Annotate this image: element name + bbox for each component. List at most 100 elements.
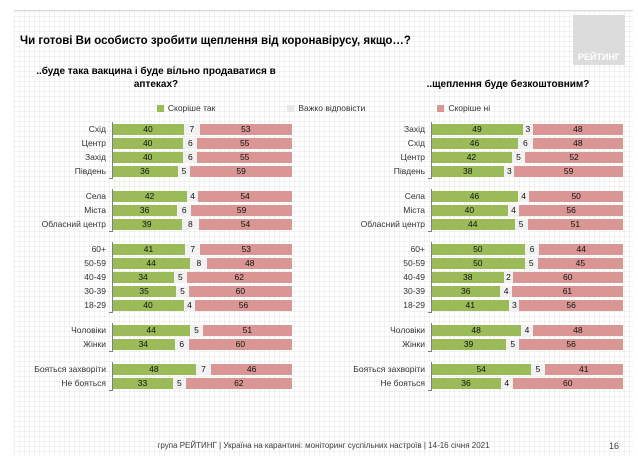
bar-group: Бояться захворіти 48 7 46 Не бояться 33 5 62 [20, 362, 292, 391]
segment-hard-to-say: 4 [501, 378, 513, 389]
segment-yes: 34 [112, 339, 175, 350]
bar-row: Бояться захворіти 48 7 46 [20, 364, 292, 375]
segment-hard-to-say: 2 [504, 272, 513, 283]
segment-yes: 36 [112, 166, 178, 177]
segment-no: 53 [200, 244, 292, 255]
row-label: Захід [85, 152, 106, 162]
row-label: Чоловіки [71, 325, 106, 335]
segment-no: 52 [525, 152, 623, 163]
row-label: 50-59 [84, 258, 106, 268]
bar-track: 38 3 59 [431, 166, 623, 177]
segment-yes: 38 [431, 272, 505, 283]
segment-hard-to-say: 4 [500, 286, 512, 297]
segment-yes: 40 [112, 124, 184, 135]
bar-row: 30-39 35 5 60 [20, 286, 292, 297]
segment-yes: 49 [431, 124, 523, 135]
segment-yes: 54 [431, 364, 532, 375]
segment-hard-to-say: 4 [507, 205, 520, 216]
charts-row: Схід 40 7 53 Центр 40 6 55 Захід 40 6 55 Південь 36 5 5… [14, 122, 633, 403]
segment-yes: 46 [431, 138, 518, 149]
segment-yes: 41 [112, 244, 185, 255]
segment-yes: 40 [112, 152, 184, 163]
segment-yes: 34 [112, 272, 175, 283]
bar-group: Бояться захворіти 54 5 41 Не бояться 36 4 60 [323, 362, 623, 391]
segment-no: 53 [199, 124, 292, 135]
segment-no: 48 [532, 138, 623, 149]
bar-track: 41 7 53 [112, 244, 292, 255]
segment-yes: 50 [431, 244, 525, 255]
page-title: Чи готові Ви особисто зробити щеплення в… [20, 35, 411, 47]
bar-row: Жінки 39 5 56 [323, 339, 623, 350]
segment-yes: 39 [431, 339, 507, 350]
bar-row: 50-59 44 8 48 [20, 258, 292, 269]
segment-hard-to-say: 6 [524, 244, 540, 255]
segment-no: 55 [197, 152, 292, 163]
row-label: Села [85, 191, 106, 201]
bar-track: 44 5 51 [112, 325, 292, 336]
segment-yes: 40 [431, 205, 508, 216]
segment-hard-to-say: 5 [514, 219, 528, 230]
segment-no: 48 [207, 258, 292, 269]
bar-group: Чоловіки 44 5 51 Жінки 34 6 60 [20, 323, 292, 352]
segment-hard-to-say: 6 [183, 152, 198, 163]
bar-row: Не бояться 36 4 60 [323, 378, 623, 389]
bar-track: 38 2 60 [431, 272, 623, 283]
bar-track: 46 4 50 [431, 191, 624, 202]
segment-hard-to-say: 6 [517, 138, 533, 149]
bar-row: Міста 36 6 59 [20, 205, 292, 216]
bar-group: 60+ 50 6 44 50-59 50 5 45 40-49 38 2 60 30-39 36 4 61 18… [323, 242, 624, 313]
bar-track: 48 7 46 [112, 364, 292, 375]
segment-no: 51 [202, 325, 292, 336]
segment-no: 46 [211, 364, 292, 375]
segment-no: 56 [519, 300, 623, 311]
bar-row: 40-49 38 2 60 [323, 272, 623, 283]
segment-no: 62 [186, 272, 292, 283]
row-label: 30-39 [403, 286, 425, 296]
row-label: Бояться захворіти [353, 364, 425, 374]
bar-row: Обласний центр 39 8 54 [20, 219, 292, 230]
segment-no: 56 [519, 205, 623, 216]
bar-track: 44 8 48 [112, 258, 292, 269]
segment-yes: 44 [112, 325, 191, 336]
segment-yes: 42 [112, 191, 188, 202]
segment-hard-to-say: 8 [181, 219, 199, 230]
segment-no: 48 [532, 124, 623, 135]
segment-no: 56 [194, 300, 292, 311]
legend-item-hard-to-say: Важко відповісти [287, 103, 365, 113]
legend-label: Скоріше так [167, 103, 216, 113]
segment-yes: 36 [431, 286, 501, 297]
bar-row: Південь 38 3 59 [323, 166, 623, 177]
segment-yes: 40 [112, 300, 184, 311]
segment-hard-to-say: 4 [187, 191, 199, 202]
bar-row: Захід 49 3 48 [323, 124, 623, 135]
bar-track: 50 5 45 [431, 258, 624, 269]
segment-yes: 40 [112, 138, 184, 149]
bar-row: Чоловіки 44 5 51 [20, 325, 292, 336]
bar-row: 18-29 41 3 56 [323, 300, 623, 311]
segment-yes: 44 [112, 258, 191, 269]
left-chart-panel: Схід 40 7 53 Центр 40 6 55 Захід 40 6 55 Південь 36 5 5… [20, 122, 292, 403]
segment-hard-to-say: 3 [509, 300, 520, 311]
segment-hard-to-say: 6 [174, 339, 189, 350]
segment-no: 59 [514, 166, 623, 177]
segment-yes: 38 [431, 166, 505, 177]
segment-hard-to-say: 4 [521, 325, 533, 336]
legend: Скоріше так Важко відповісти Скоріше ні [14, 103, 633, 113]
bar-track: 49 3 48 [431, 124, 623, 135]
bar-track: 48 4 48 [431, 325, 623, 336]
legend-swatch-hard-to-say [287, 104, 295, 112]
bar-row: Чоловіки 48 4 48 [323, 325, 623, 336]
bar-track: 40 4 56 [112, 300, 292, 311]
bar-track: 33 5 62 [112, 378, 292, 389]
bar-group: 60+ 41 7 53 50-59 44 8 48 40-49 34 5 62 30-39 35 5 60 18… [20, 242, 292, 313]
bar-row: Схід 46 6 48 [323, 138, 623, 149]
segment-hard-to-say: 4 [517, 191, 530, 202]
segment-no: 60 [188, 339, 292, 350]
segment-hard-to-say: 5 [173, 378, 186, 389]
bar-track: 40 6 55 [112, 138, 292, 149]
bar-track: 40 6 55 [112, 152, 292, 163]
row-label: 30-39 [84, 286, 106, 296]
row-label: Центр [400, 152, 425, 162]
segment-hard-to-say: 5 [524, 258, 538, 269]
bar-row: Села 42 4 54 [20, 191, 292, 202]
